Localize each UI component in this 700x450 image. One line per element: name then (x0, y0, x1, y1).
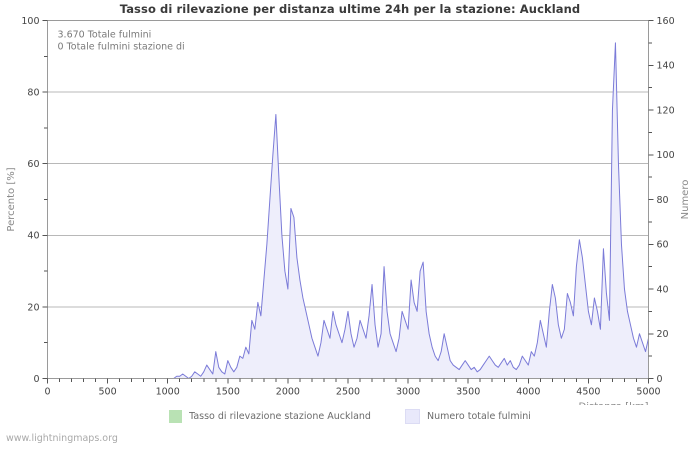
tick-label-left: 60 (27, 159, 39, 170)
annotation-line-0: 3.670 Totale fulmini (58, 30, 152, 41)
tick-label-x: 1000 (156, 387, 180, 398)
chart-title: Tasso di rilevazione per distanza ultime… (119, 2, 581, 16)
legend-label-detection-rate: Tasso di rilevazione stazione Auckland (189, 411, 371, 422)
legend-item-total-count[interactable]: Numero totale fulmini (404, 409, 531, 424)
tick-label-right: 100 (657, 150, 675, 161)
tick-label-right: 160 (657, 16, 675, 27)
tick-label-x: 4000 (516, 387, 540, 398)
tick-label-left: 80 (27, 88, 39, 99)
footer-url: www.lightningmaps.org (6, 433, 118, 444)
tick-label-x: 2500 (336, 387, 360, 398)
tick-label-x: 5000 (636, 387, 660, 398)
annotation-line-1: 0 Totale fulmini stazione di (58, 42, 185, 53)
axis-title-right: Numero (680, 180, 691, 220)
axis-title-x: Distanza [km] (579, 402, 649, 406)
chart-legend: Tasso di rilevazione stazione Auckland N… (0, 409, 700, 424)
axis-title-left: Percento [%] (6, 167, 17, 231)
legend-label-total-count: Numero totale fulmini (426, 411, 531, 422)
tick-label-x: 3000 (396, 387, 420, 398)
legend-swatch-total-count (404, 409, 420, 424)
tick-label-x: 2000 (276, 387, 300, 398)
tick-label-left: 40 (27, 231, 39, 242)
tick-label-x: 4500 (576, 387, 600, 398)
tick-label-right: 120 (657, 105, 675, 116)
series-area-total-count (47, 42, 649, 379)
tick-label-left: 20 (27, 302, 39, 313)
tick-label-right: 40 (657, 284, 669, 295)
tick-label-right: 80 (657, 195, 669, 206)
legend-swatch-detection-rate (169, 410, 183, 423)
tick-label-x: 500 (99, 387, 117, 398)
tick-label-x: 0 (44, 387, 50, 398)
tick-label-x: 1500 (216, 387, 240, 398)
legend-item-detection-rate[interactable]: Tasso di rilevazione stazione Auckland (169, 410, 371, 423)
tick-label-left: 0 (33, 374, 39, 385)
tick-label-left: 100 (21, 16, 39, 27)
tick-label-right: 60 (657, 240, 669, 251)
tick-label-right: 20 (657, 329, 669, 340)
tick-label-right: 0 (657, 374, 663, 385)
tick-label-x: 3500 (456, 387, 480, 398)
tick-label-right: 140 (657, 61, 675, 72)
